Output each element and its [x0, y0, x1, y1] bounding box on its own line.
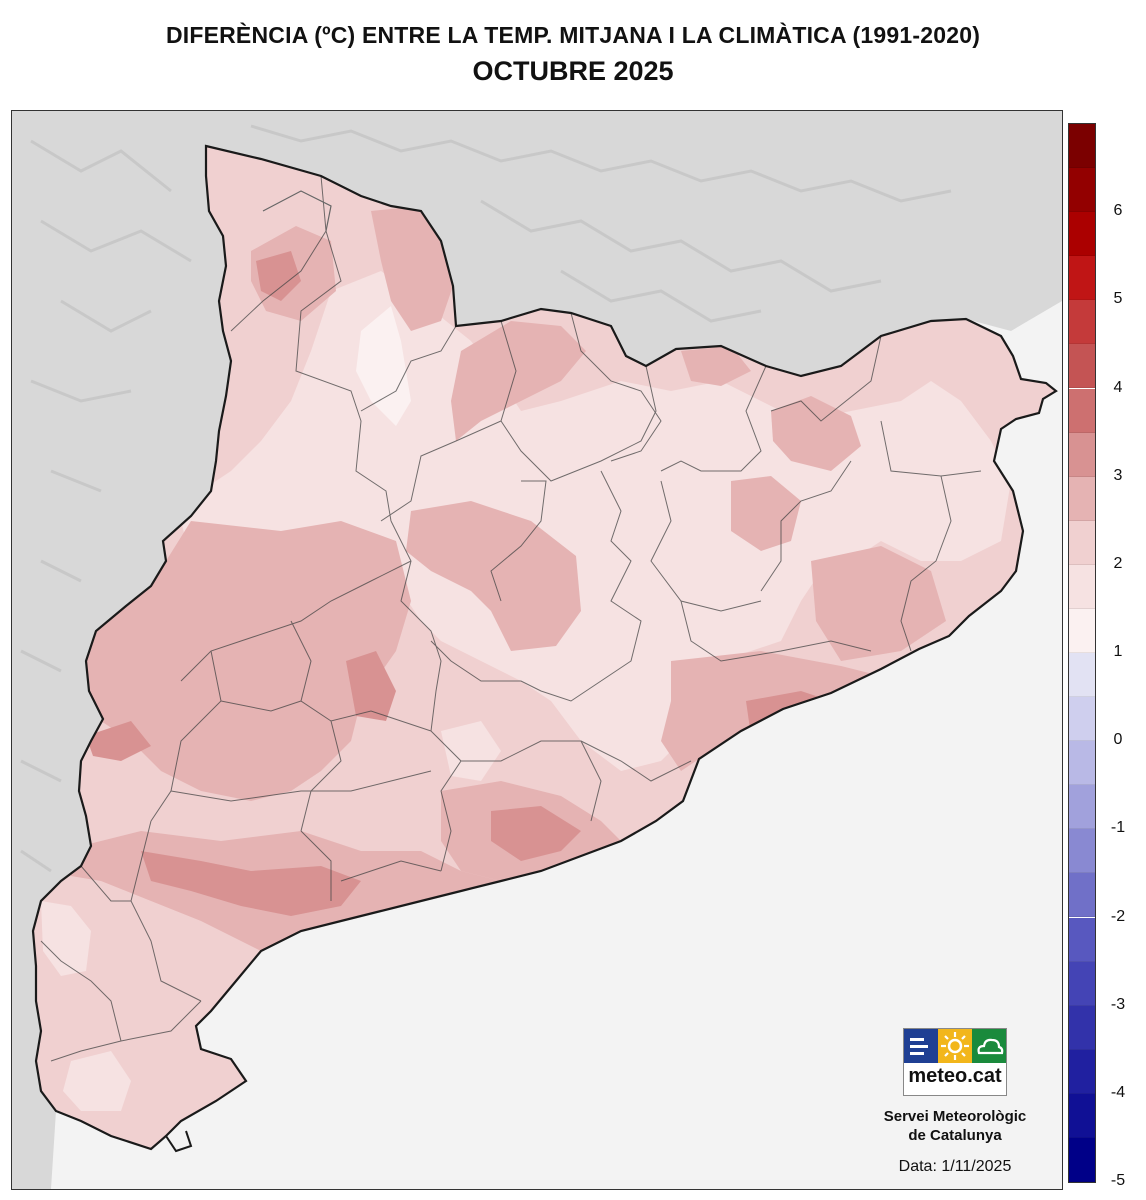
sun-icon: [938, 1029, 972, 1063]
catalonia-outline: [31, 144, 1058, 1151]
andorra-border: [262, 190, 332, 232]
legend-swatch: [1069, 168, 1095, 213]
legend-swatch: [1069, 564, 1095, 609]
legend-label: 4: [1113, 378, 1123, 396]
legend-label: 5: [1113, 290, 1123, 308]
legend-swatch: [1069, 520, 1095, 565]
legend-swatch: [1069, 1049, 1095, 1094]
color-scale-bar: [1068, 123, 1096, 1183]
map-title: DIFERÈNCIA (ºC) ENTRE LA TEMP. MITJANA I…: [165, 22, 981, 48]
legend-swatch: [1069, 873, 1095, 918]
logo-name: meteo.cat: [908, 1065, 1002, 1087]
legend-label: -2: [1110, 907, 1126, 925]
legend-swatch: [1069, 1137, 1095, 1182]
legend-swatch: [1069, 432, 1095, 477]
legend-swatch: [1069, 388, 1095, 433]
legend-swatch: [1069, 1005, 1095, 1050]
legend-swatch: [1069, 256, 1095, 301]
cloud-icon: [972, 1029, 1006, 1063]
legend-label: 3: [1113, 466, 1123, 484]
legend-swatch: [1069, 785, 1095, 830]
legend-swatch: [1069, 476, 1095, 521]
legend-label: -3: [1110, 995, 1126, 1013]
map-date: Data: 1/11/2025: [898, 1158, 1012, 1175]
legend-label: -1: [1110, 819, 1126, 837]
legend-swatch: [1069, 212, 1095, 257]
org-name-line1: Servei Meteorològic: [883, 1108, 1027, 1125]
legend-swatch: [1069, 1093, 1095, 1138]
legend-swatch: [1069, 961, 1095, 1006]
ebro-delta: [165, 1130, 193, 1153]
surrounding-relief: [12, 111, 1062, 1189]
legend-label: 0: [1113, 731, 1123, 749]
comarca-borders: [40, 175, 982, 1062]
legend-swatch: [1069, 653, 1095, 698]
legend-swatch: [1069, 344, 1095, 389]
map-subtitle: OCTUBRE 2025: [472, 56, 674, 86]
map-frame: [11, 110, 1063, 1190]
legend-swatch: [1069, 917, 1095, 962]
legend-label: -4: [1110, 1083, 1126, 1101]
bars-icon: [904, 1029, 938, 1063]
legend-swatch: [1069, 697, 1095, 742]
legend-label: 1: [1113, 643, 1123, 660]
legend-label: 2: [1113, 554, 1123, 572]
legend-swatch: [1069, 300, 1095, 345]
legend-swatch: [1069, 608, 1095, 653]
meteocat-logo: meteo.cat: [903, 1028, 1007, 1096]
legend-swatch: [1069, 829, 1095, 874]
legend-swatch: [1069, 124, 1095, 169]
legend-label: -5: [1110, 1172, 1126, 1189]
org-name-line2: de Catalunya: [908, 1127, 1002, 1144]
legend-swatch: [1069, 741, 1095, 786]
relief-texture: [20, 124, 952, 873]
catalonia-map: [12, 111, 1062, 1189]
legend-label: 6: [1113, 202, 1123, 220]
